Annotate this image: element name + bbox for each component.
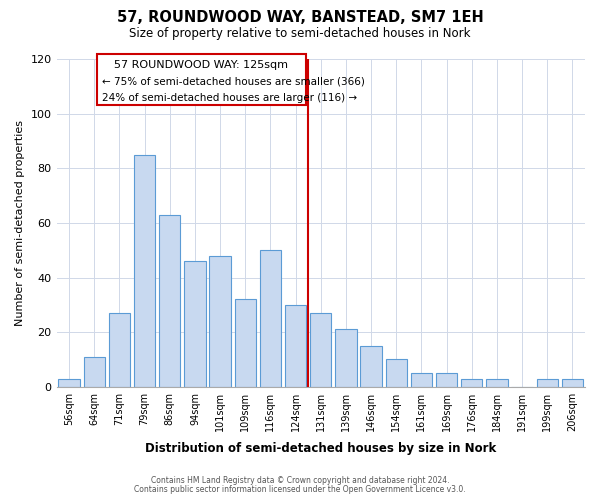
Bar (83, 356, 105, 387)
Bar (486, 378, 508, 387)
X-axis label: Distribution of semi-detached houses by size in Nork: Distribution of semi-detached houses by … (145, 442, 496, 455)
Text: ← 75% of semi-detached houses are smaller (366): ← 75% of semi-detached houses are smalle… (102, 77, 365, 87)
Bar (386, 360, 407, 387)
Text: 24% of semi-detached houses are larger (116) →: 24% of semi-detached houses are larger (… (102, 93, 357, 103)
Bar (235, 300, 256, 387)
Bar (134, 154, 155, 387)
Bar (536, 378, 558, 387)
Bar (335, 330, 356, 387)
Bar (361, 346, 382, 387)
Bar (58, 378, 80, 387)
Text: 57, ROUNDWOOD WAY, BANSTEAD, SM7 1EH: 57, ROUNDWOOD WAY, BANSTEAD, SM7 1EH (116, 10, 484, 25)
Bar (285, 305, 307, 387)
Bar (260, 250, 281, 387)
Bar (184, 261, 206, 387)
Bar (562, 378, 583, 387)
Bar (109, 313, 130, 387)
Y-axis label: Number of semi-detached properties: Number of semi-detached properties (15, 120, 25, 326)
Text: Size of property relative to semi-detached houses in Nork: Size of property relative to semi-detach… (129, 28, 471, 40)
Bar (411, 373, 432, 387)
Text: 57 ROUNDWOOD WAY: 125sqm: 57 ROUNDWOOD WAY: 125sqm (114, 60, 288, 70)
Bar (461, 378, 482, 387)
Bar (436, 373, 457, 387)
FancyBboxPatch shape (97, 54, 305, 106)
Text: Contains HM Land Registry data © Crown copyright and database right 2024.: Contains HM Land Registry data © Crown c… (151, 476, 449, 485)
Bar (310, 313, 331, 387)
Text: Contains public sector information licensed under the Open Government Licence v3: Contains public sector information licen… (134, 485, 466, 494)
Bar (159, 214, 181, 387)
Bar (209, 256, 231, 387)
